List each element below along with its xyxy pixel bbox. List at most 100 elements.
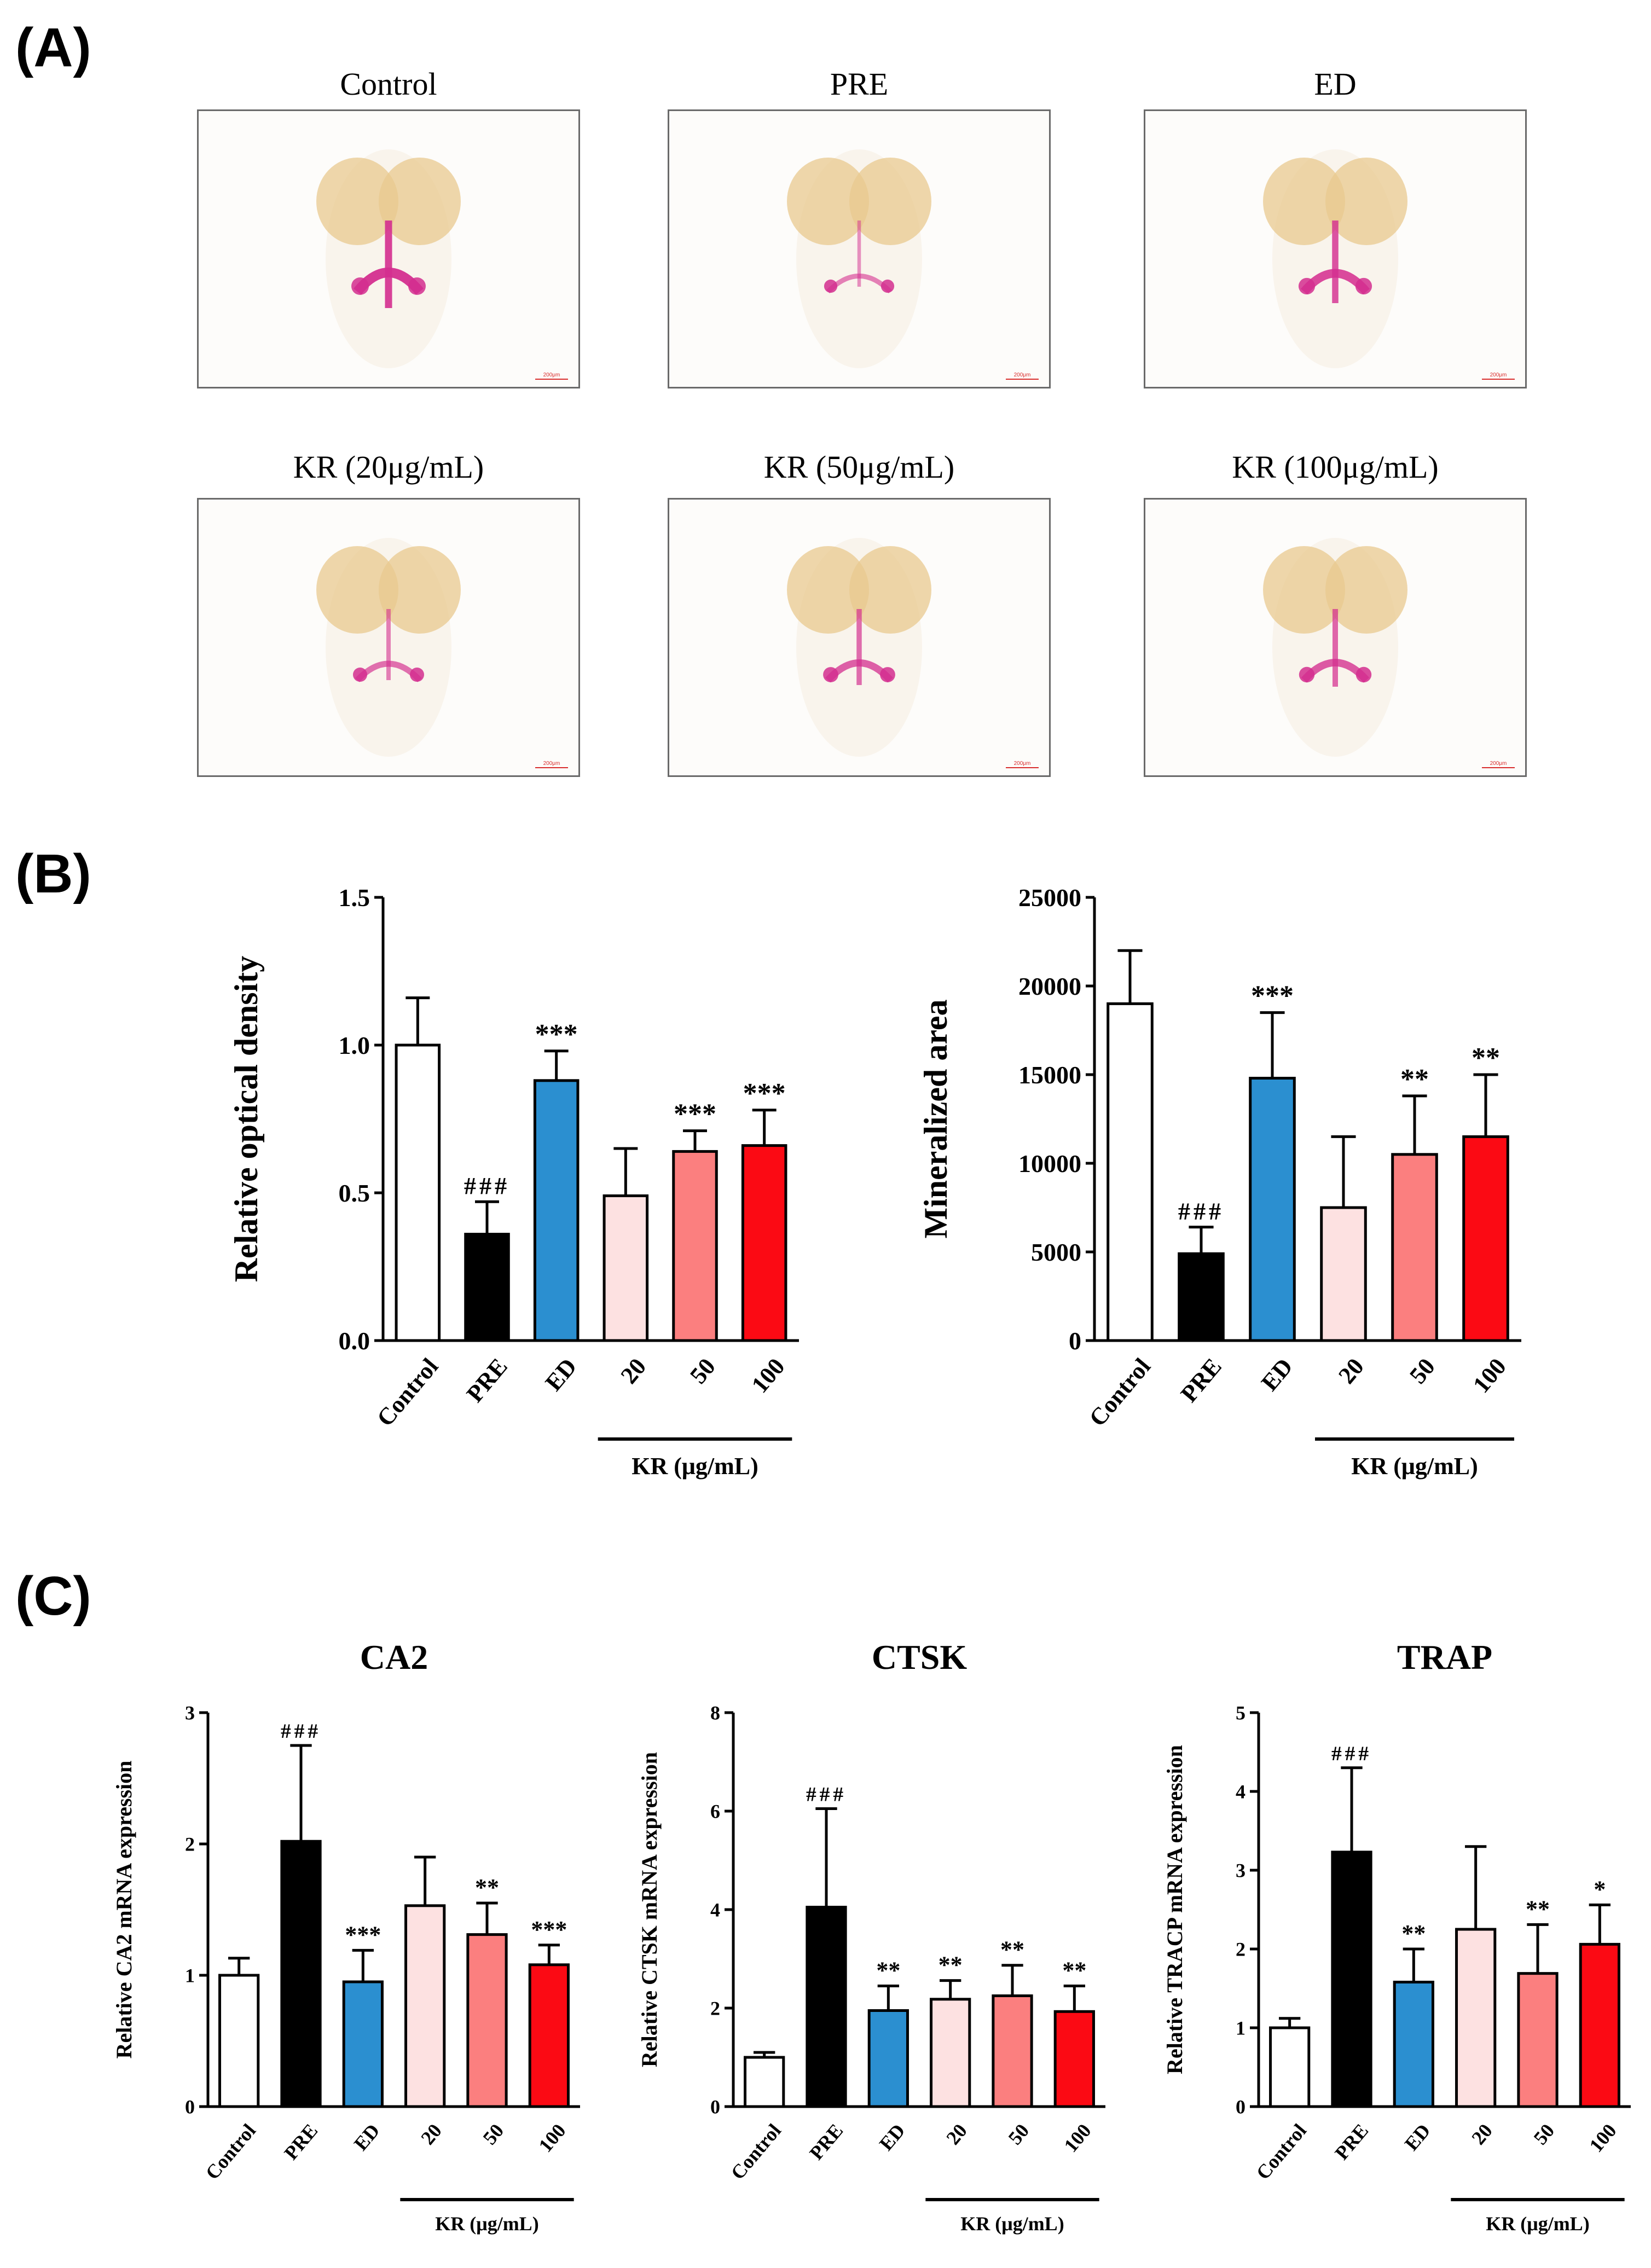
left-eye [1263, 546, 1345, 634]
y-tick-label: 8 [710, 1702, 720, 1724]
significance-pre: ### [806, 1784, 847, 1806]
y-axis-label: Relative optical density [228, 956, 264, 1283]
chart-title: CA2 [360, 1638, 428, 1677]
operculum-stain-left [353, 668, 367, 682]
right-eye [849, 158, 931, 245]
right-eye [379, 158, 461, 245]
photo-kr20: 200μm [197, 498, 580, 777]
y-tick-label: 6 [710, 1801, 720, 1823]
chart-title: CTSK [872, 1638, 968, 1677]
x-tick-label-kr100: 100 [1585, 2120, 1620, 2156]
operculum-stain-right [880, 279, 895, 293]
y-tick-label: 1.5 [339, 884, 370, 912]
scale-bar-label: 200μm [1014, 372, 1031, 378]
photo-title-pre: PRE [830, 66, 889, 102]
bar-ed [342, 1980, 384, 2108]
significance-kr100: *** [531, 1916, 567, 1943]
significance-kr100: ** [1062, 1957, 1086, 1984]
scale-bar-label: 200μm [1490, 372, 1507, 378]
y-tick-label: 0 [185, 2096, 195, 2118]
bar-kr100 [1462, 1135, 1509, 1342]
left-eye [316, 546, 398, 634]
larva-illustration: 200μm [316, 538, 568, 768]
panel-b-label: (B) [15, 843, 91, 904]
chart-ca2: CA2 0 1 2 3 Relative CA2 mRNA expression Contr… [112, 1638, 580, 2235]
photo-title-kr50: KR (50μg/mL) [763, 449, 955, 485]
y-tick-label: 1.0 [339, 1031, 370, 1059]
kr-group-label: KR (μg/mL) [960, 2213, 1064, 2235]
larva-illustration: 200μm [1263, 538, 1515, 768]
y-tick-label: 0 [1236, 2096, 1246, 2118]
significance-pre: ### [1331, 1743, 1372, 1765]
x-tick-label-ed: ED [350, 2120, 384, 2155]
bar-pre [464, 1233, 510, 1342]
y-tick-label: 25000 [1018, 884, 1081, 912]
bar-ed [533, 1079, 580, 1342]
significance-ed: *** [1251, 981, 1294, 1012]
bar-kr100 [1579, 1942, 1620, 2108]
y-axis-label: Mineralized area [918, 999, 954, 1238]
right-eye [1325, 158, 1407, 245]
bar-control [218, 1974, 260, 2108]
x-tick-label-pre: PRE [280, 2120, 322, 2164]
scale-bar-label: 200μm [543, 372, 560, 378]
chart-title: TRAP [1397, 1638, 1492, 1677]
significance-kr100: ** [1472, 1042, 1500, 1074]
bar-control [1107, 1002, 1154, 1342]
right-eye [379, 546, 461, 634]
significance-pre: ### [464, 1173, 510, 1199]
left-eye [316, 158, 398, 245]
y-axis-label: Relative CTSK mRNA expression [637, 1752, 662, 2067]
bar-ed [867, 2009, 909, 2108]
y-tick-label: 4 [1236, 1781, 1246, 1803]
x-tick-label-pre: PRE [1175, 1353, 1227, 1407]
photo-title-kr100: KR (100μg/mL) [1232, 449, 1439, 485]
bar-control [1269, 2026, 1311, 2108]
bar-kr20 [404, 1904, 446, 2108]
x-tick-label-kr50: 50 [685, 1353, 721, 1389]
x-tick-label-pre: PRE [1330, 2120, 1372, 2164]
significance-ed: ** [876, 1957, 900, 1984]
bar-ed [1393, 1980, 1434, 2108]
bar-kr20 [930, 1998, 971, 2108]
larva-illustration: 200μm [787, 149, 1039, 380]
bar-kr50 [1391, 1153, 1438, 1342]
x-tick-label-control: Control [1084, 1353, 1156, 1431]
significance-kr20: ** [939, 1952, 963, 1979]
operculum-stain-right [1355, 666, 1372, 683]
left-eye [787, 158, 869, 245]
y-tick-label: 0.0 [339, 1327, 370, 1355]
bar-kr50 [992, 1994, 1033, 2108]
bar-control [744, 2056, 785, 2108]
y-tick-label: 0 [710, 2096, 720, 2118]
significance-kr50: ** [1526, 1895, 1550, 1922]
kr-group-label: KR (μg/mL) [1351, 1453, 1478, 1480]
significance-ed: ** [1401, 1920, 1426, 1947]
x-tick-label-kr100: 100 [1059, 2120, 1095, 2156]
bar-pre [1178, 1252, 1225, 1342]
significance-pre: ### [1178, 1198, 1224, 1225]
photo-title-ed: ED [1314, 66, 1357, 102]
significance-kr100: *** [743, 1078, 786, 1109]
bar-kr100 [741, 1144, 787, 1342]
photo-kr100: 200μm [1144, 498, 1527, 777]
x-tick-label-ed: ED [540, 1353, 582, 1396]
x-tick-label-pre: PRE [805, 2120, 847, 2164]
photo-kr50: 200μm [668, 498, 1051, 777]
y-tick-label: 10000 [1018, 1150, 1081, 1177]
x-tick-label-control: Control [1252, 2120, 1311, 2184]
x-tick-label-kr50: 50 [479, 2120, 508, 2149]
x-tick-label-kr50: 50 [1530, 2120, 1559, 2149]
significance-kr50: ** [1000, 1936, 1024, 1963]
significance-ed: *** [345, 1921, 381, 1948]
bar-ed [1249, 1076, 1296, 1342]
y-axis-label: Relative CA2 mRNA expression [112, 1761, 136, 2059]
left-eye [1263, 158, 1345, 245]
x-tick-label-pre: PRE [461, 1353, 513, 1407]
kr-group-label: KR (μg/mL) [632, 1453, 758, 1480]
photo-pre: 200μm [668, 109, 1051, 388]
operculum-stain-left [351, 277, 369, 295]
y-tick-label: 3 [185, 1702, 195, 1724]
significance-kr50: ** [1400, 1064, 1429, 1095]
panel-a-label: (A) [15, 17, 91, 78]
